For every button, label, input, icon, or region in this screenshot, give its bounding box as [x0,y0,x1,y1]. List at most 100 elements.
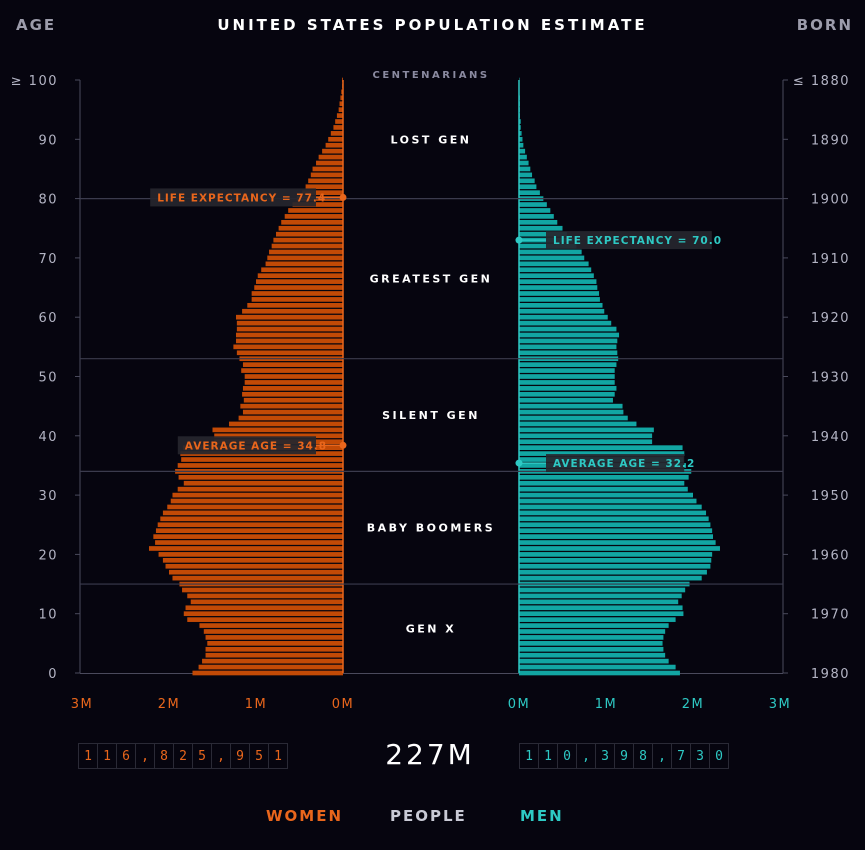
women-bar-age-21 [148,546,343,551]
counter-digit: , [576,743,596,769]
annotation-label-3: AVERAGE AGE = 32.2 [553,458,695,470]
men-bar-age-48 [519,386,617,391]
men-bar-age-3 [519,652,666,658]
men-bar-age-17 [519,569,707,575]
counter-digit: , [211,743,231,769]
age-tick-label: 80 [38,193,58,208]
age-tick-label: 20 [38,548,58,563]
women-bar-age-77 [284,214,343,219]
men-bar-age-90 [519,136,523,142]
counter-digit: 2 [173,743,193,769]
women-bar-age-52 [242,362,343,367]
born-tick-label: 1930 [811,371,850,386]
legend-men-toggle[interactable]: MEN [520,807,564,825]
counter-digit: 1 [519,743,539,769]
men-bar-age-1 [519,664,676,670]
men-bar-age-68 [519,267,592,273]
women-bar-age-81 [302,190,343,196]
annotation-dot-2 [515,236,523,244]
men-bar-age-84 [519,172,533,178]
men-bar-age-28 [519,504,702,510]
men-bar-age-37 [519,451,685,456]
women-bar-age-56 [235,338,343,344]
annotation-dot-1 [339,441,347,449]
counter-digit: 0 [709,743,729,769]
women-bar-age-73 [273,237,343,243]
women-bar-age-51 [241,368,343,373]
legend-women-toggle[interactable]: WOMEN [266,807,344,825]
men-bar-age-51 [519,368,615,373]
women-bar-age-25 [157,522,343,528]
men-bar-age-44 [519,409,624,415]
men-bar-age-31 [519,486,688,492]
women-bar-age-40 [214,433,343,439]
women-bar-age-75 [278,225,343,231]
men-bar-age-45 [519,403,623,409]
women-bar-age-63 [251,297,343,302]
women-bar-age-30 [172,492,343,498]
women-bar-age-20 [158,552,343,557]
women-bar-age-64 [251,291,343,296]
men-bar-age-47 [519,391,615,397]
women-bar-age-89 [325,142,343,148]
annotation-box-3 [546,454,685,473]
counter-digit: 1 [538,743,558,769]
men-bar-age-8 [519,623,669,628]
counter-digit: , [135,743,155,769]
counter-digit: 8 [633,743,653,769]
men-bar-age-93 [519,119,521,124]
women-bar-age-87 [318,154,343,160]
women-bar-age-18 [165,563,343,569]
born-tick-label: 1950 [811,489,850,504]
women-bar-age-1 [198,664,343,670]
men-bar-age-77 [519,214,554,219]
women-bar-age-8 [199,623,343,628]
generation-label-0: GEN X [406,623,457,636]
women-bar-age-35 [177,463,343,468]
men-bar-age-87 [519,154,527,160]
counter-digit: 9 [230,743,250,769]
men-bar-age-56 [519,338,618,344]
women-bar-age-91 [330,131,343,136]
men-bar-age-25 [519,522,711,528]
women-bar-age-68 [261,267,343,273]
women-bar-age-85 [312,166,343,172]
women-bar-age-46 [243,397,343,403]
women-bar-age-50 [244,374,343,379]
women-bar-age-59 [236,320,343,326]
women-bar-age-2 [202,658,343,664]
women-bar-age-66 [256,279,343,284]
men-bar-age-83 [519,178,535,184]
women-bar-age-16 [172,575,343,581]
annotation-box-1 [177,436,316,455]
men-bar-age-38 [519,445,683,450]
generation-label-2: SILENT GEN [382,409,480,422]
women-bar-age-29 [170,498,343,504]
born-tick-label: 1940 [811,430,850,445]
age-tick-label: 0 [48,667,58,682]
born-tick-label: 1910 [811,252,850,267]
counter-digit: , [652,743,672,769]
men-bar-age-59 [519,320,612,326]
men-bar-age-26 [519,516,709,522]
women-bar-age-69 [265,261,343,267]
generation-label-5: CENTENARIANS [372,70,489,81]
women-bar-age-84 [310,172,343,178]
women-bar-age-33 [178,474,343,480]
women-bar-age-14 [182,587,343,593]
men-bar-age-89 [519,142,524,148]
counter-digit: 3 [595,743,615,769]
women-x-tick-label: 3M [71,697,94,712]
legend-people-toggle[interactable]: PEOPLE [390,807,467,825]
women-bar-age-7 [203,629,343,634]
women-bar-age-9 [187,617,343,622]
men-bar-age-46 [519,397,613,403]
men-bar-age-2 [519,658,669,664]
women-bar-age-49 [244,380,343,385]
born-tick-label: 1890 [811,133,850,148]
men-bar-age-41 [519,427,654,433]
women-bar-age-95 [338,107,343,112]
women-bar-age-45 [240,403,343,409]
